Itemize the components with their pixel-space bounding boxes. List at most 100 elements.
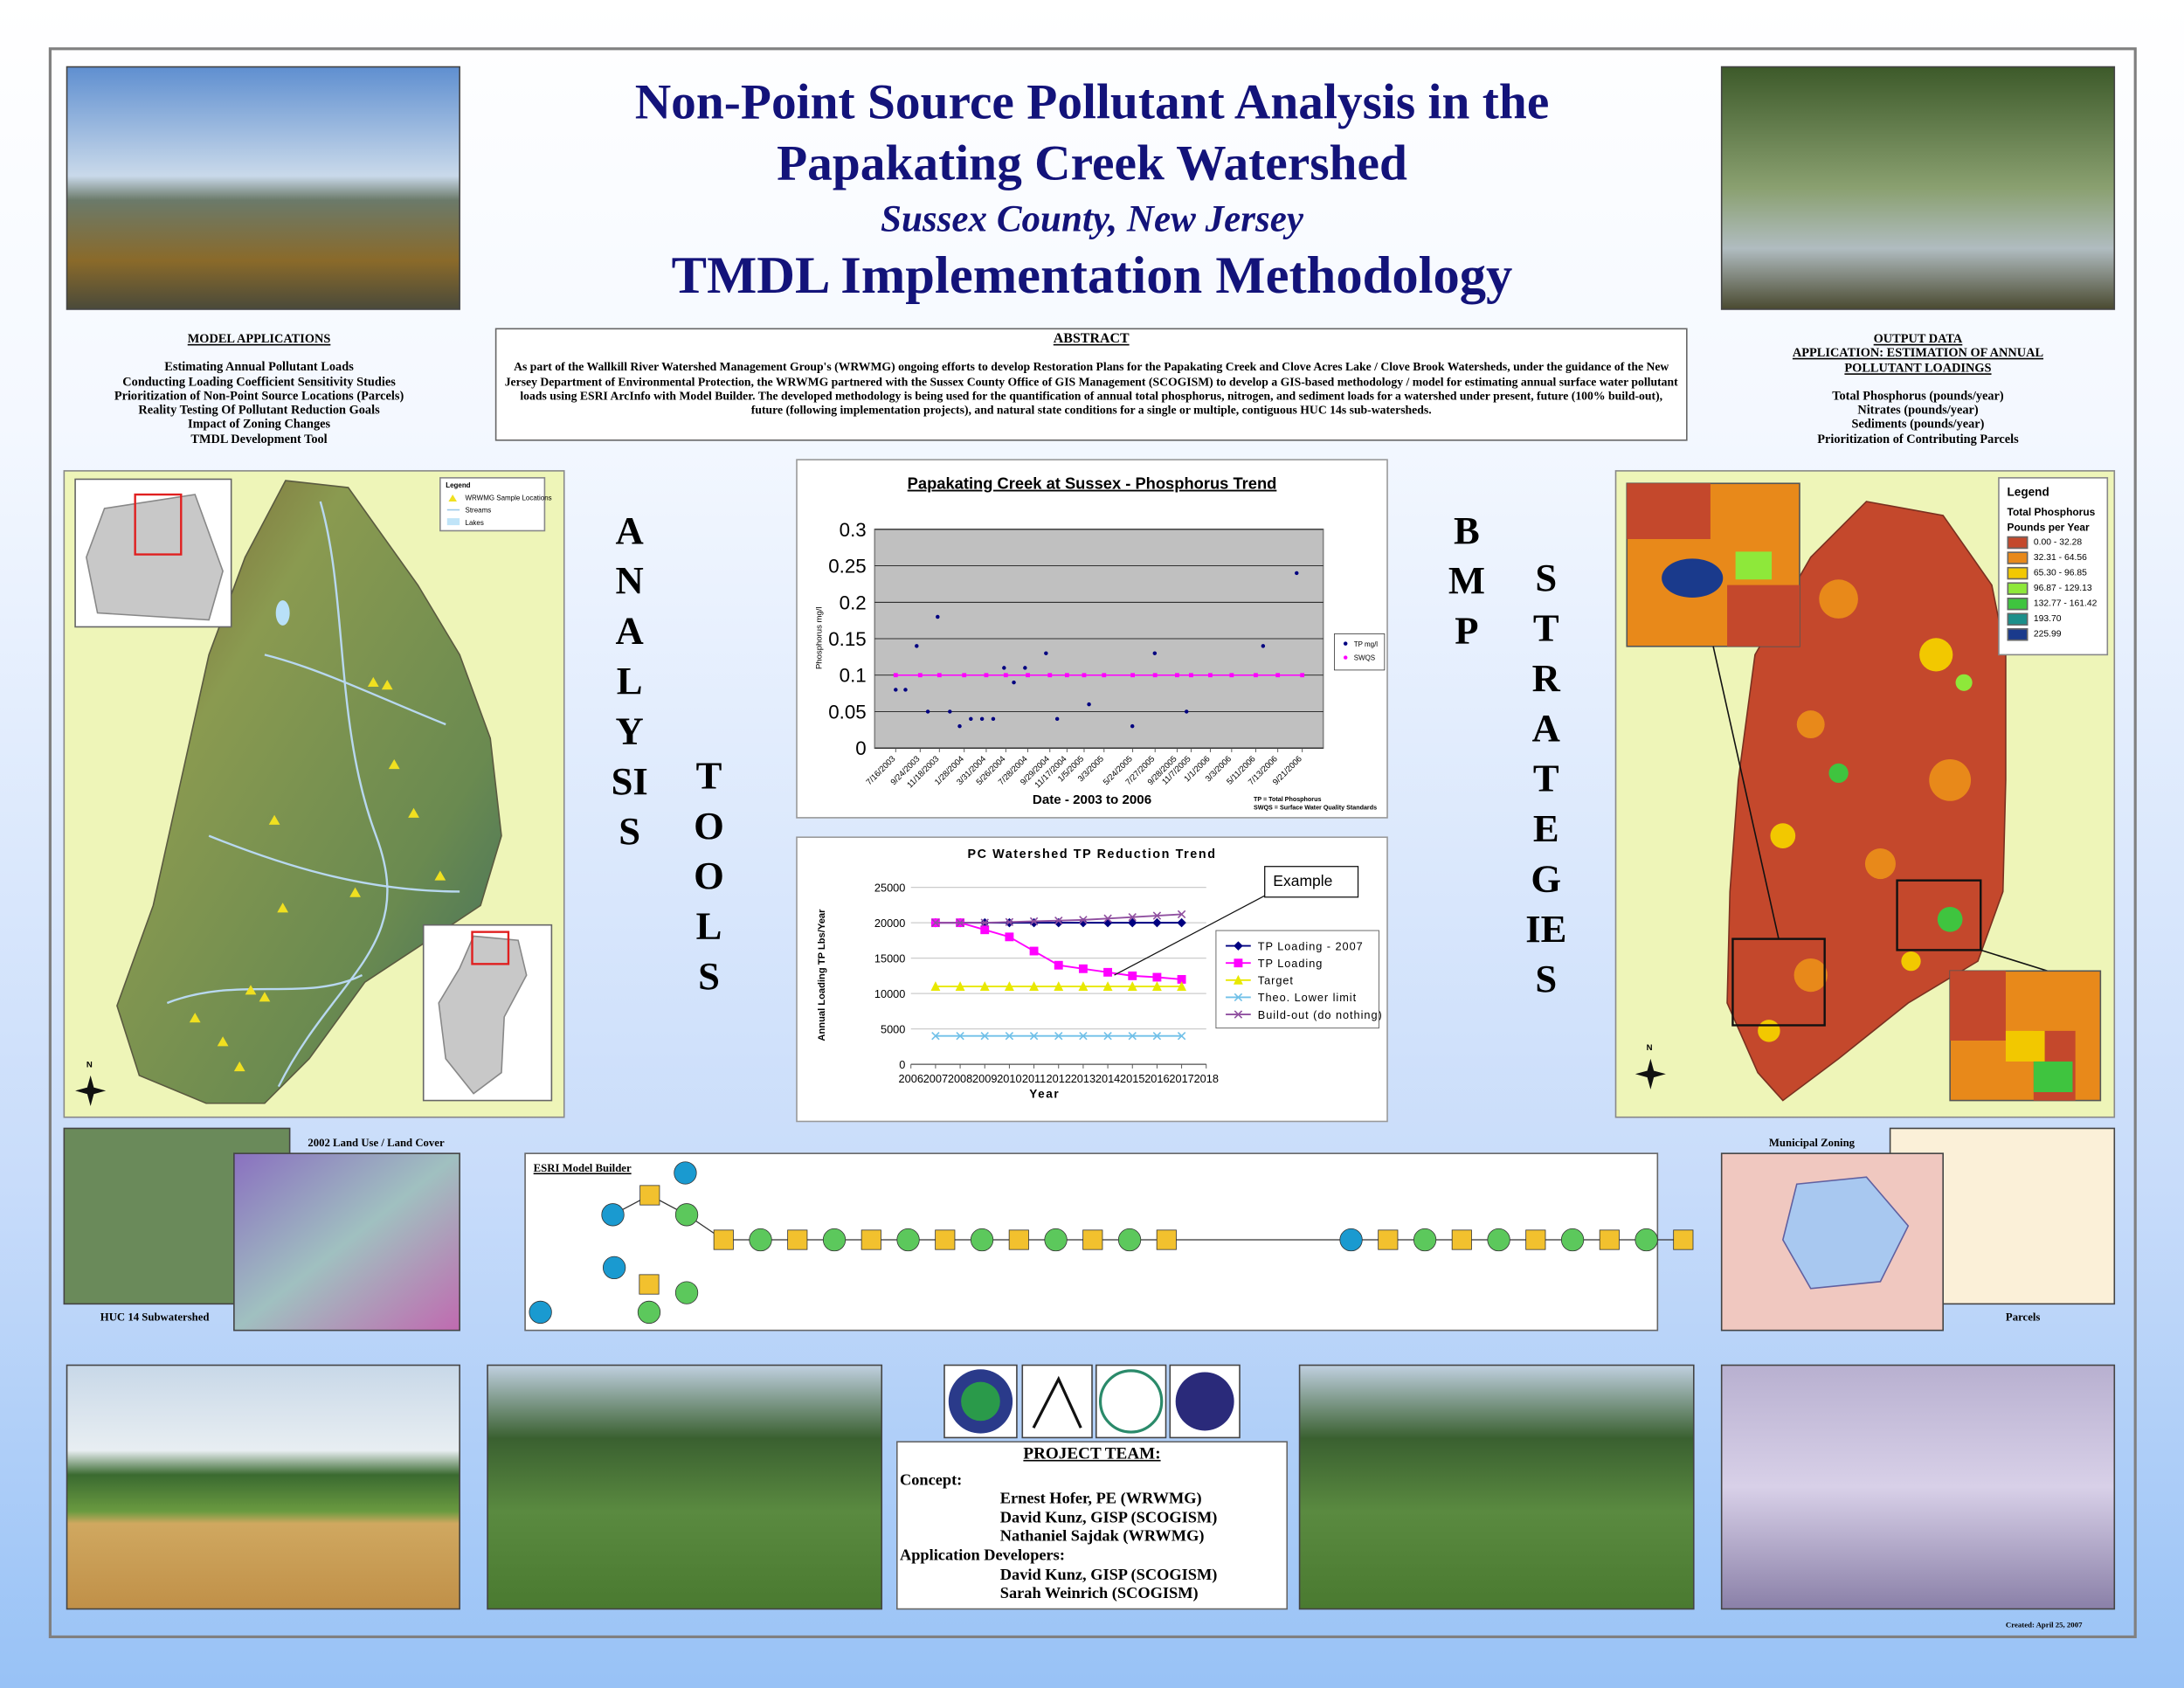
chart-title: PC Watershed TP Reduction Trend (967, 847, 1216, 861)
state-shape (438, 935, 528, 1095)
inset-parcels (1662, 558, 1724, 598)
point (893, 673, 898, 678)
legend-swatch (2007, 597, 2028, 611)
point (1300, 673, 1305, 678)
point (1079, 1032, 1088, 1041)
heading: PROJECT TEAM: (1023, 1442, 1161, 1463)
legend-item: WRWMG Sample Locations (465, 495, 552, 503)
panel-label: HUC 14 Subwatershed (100, 1311, 210, 1324)
legend-swatch (2007, 536, 2028, 550)
list-item: Prioritization of Contributing Parcels (1817, 431, 2019, 446)
inset-parcels (2033, 1061, 2073, 1093)
point (894, 688, 898, 692)
point (980, 925, 990, 935)
point (1128, 912, 1137, 922)
legend-label: 132.77 - 161.42 (2033, 598, 2098, 609)
y-tick-label: 0 (899, 1058, 905, 1071)
point (1029, 917, 1039, 926)
y-tick-label: 25000 (874, 881, 905, 894)
point (936, 673, 942, 678)
output-node (1635, 1228, 1658, 1252)
tool-node (1525, 1229, 1546, 1250)
output-node (749, 1228, 772, 1252)
list-item: Nitrates (pounds/year) (1857, 403, 1979, 418)
tool-node (935, 1229, 956, 1250)
subtitle: Sussex County, New Jersey (881, 197, 1303, 240)
list-item: Impact of Zoning Changes (188, 417, 331, 432)
inset-extent (1896, 879, 1982, 951)
point (948, 709, 952, 714)
vertical-word: STRATEGIES (1525, 557, 1567, 1002)
analysis-legend: Legend WRWMG Sample Locations Streams La… (446, 481, 551, 530)
legend-symbol (448, 495, 457, 502)
north-label: N (1646, 1044, 1653, 1054)
poster-frame (48, 47, 2137, 1639)
list-item: TMDL Development Tool (190, 431, 328, 446)
point (1082, 673, 1087, 678)
point (1103, 914, 1112, 923)
legend-label: TP Loading - 2007 (1258, 939, 1364, 952)
y-tick-label: 0.15 (828, 628, 866, 650)
land-use-map (233, 1152, 460, 1332)
point (1151, 981, 1162, 991)
logos (943, 1364, 1241, 1439)
legend-symbol (446, 518, 460, 526)
point (1177, 981, 1187, 991)
point (979, 716, 985, 722)
north-label: N (86, 1061, 93, 1070)
photo-field (66, 1364, 460, 1610)
list-item: Sediments (pounds/year) (1851, 417, 1985, 432)
x-tick-label: 2013 (1071, 1072, 1095, 1085)
legend-marker (1234, 958, 1243, 968)
vertical-word: ANALYSIS (611, 509, 648, 854)
y-tick-label: 0.05 (828, 701, 866, 723)
point (1229, 673, 1234, 678)
point (1175, 673, 1179, 678)
list-item: Conducting Loading Coefficient Sensitivi… (122, 374, 396, 389)
member: Nathaniel Sajdak (WRWMG) (999, 1528, 1205, 1546)
legend-label: Build-out (do nothing) (1258, 1008, 1383, 1021)
y-tick-label: 0.1 (840, 665, 867, 687)
point (1029, 946, 1039, 956)
input-node (601, 1203, 625, 1227)
point (1005, 932, 1014, 942)
legend-title: Legend (446, 481, 471, 491)
point (1078, 964, 1088, 973)
output-node (1560, 1228, 1585, 1252)
point (957, 723, 962, 729)
list-item: Estimating Annual Pollutant Loads (164, 359, 354, 374)
point (1023, 666, 1027, 670)
member: David Kunz, GISP (SCOGISM) (999, 1509, 1218, 1527)
list-item: Reality Testing Of Pollutant Reduction G… (138, 403, 380, 418)
legend-item: 0.00 - 32.28 (2007, 535, 2098, 550)
photo-landscape (66, 66, 460, 310)
list-item: Total Phosphorus (pounds/year) (1832, 388, 2004, 403)
point (1005, 1032, 1014, 1041)
point (1254, 673, 1258, 678)
point (936, 614, 940, 619)
point (1189, 673, 1193, 678)
legend-swatch (2007, 582, 2028, 595)
point (1103, 1032, 1112, 1041)
watershed-relief (116, 480, 502, 1104)
panel-label: Municipal Zoning (1768, 1137, 1856, 1150)
point (1004, 981, 1014, 991)
heading: ABSTRACT (1053, 331, 1130, 348)
point (930, 981, 941, 991)
project-team: PROJECT TEAM: Concept: Ernest Hofer, PE … (899, 1442, 1284, 1604)
vertical-word: BMP (1448, 509, 1485, 654)
point (1102, 981, 1113, 991)
x-tick-label: 2015 (1120, 1072, 1144, 1085)
created-note: Created: April 25, 2007 (2005, 1621, 2083, 1630)
inset-leader (1712, 646, 1780, 939)
inset-extent (471, 930, 510, 965)
point (917, 673, 923, 678)
chart-title: Papakating Creek at Sussex - Phosphorus … (908, 474, 1277, 493)
tool-node (1378, 1229, 1399, 1250)
phosphorus-legend: Legend Total Phosphorus Pounds per Year … (2007, 485, 2098, 642)
point (1029, 1032, 1039, 1041)
tool-node (713, 1229, 734, 1250)
input-node (1339, 1228, 1363, 1252)
role-label: Application Developers: (899, 1547, 1065, 1565)
point (1128, 1032, 1137, 1041)
